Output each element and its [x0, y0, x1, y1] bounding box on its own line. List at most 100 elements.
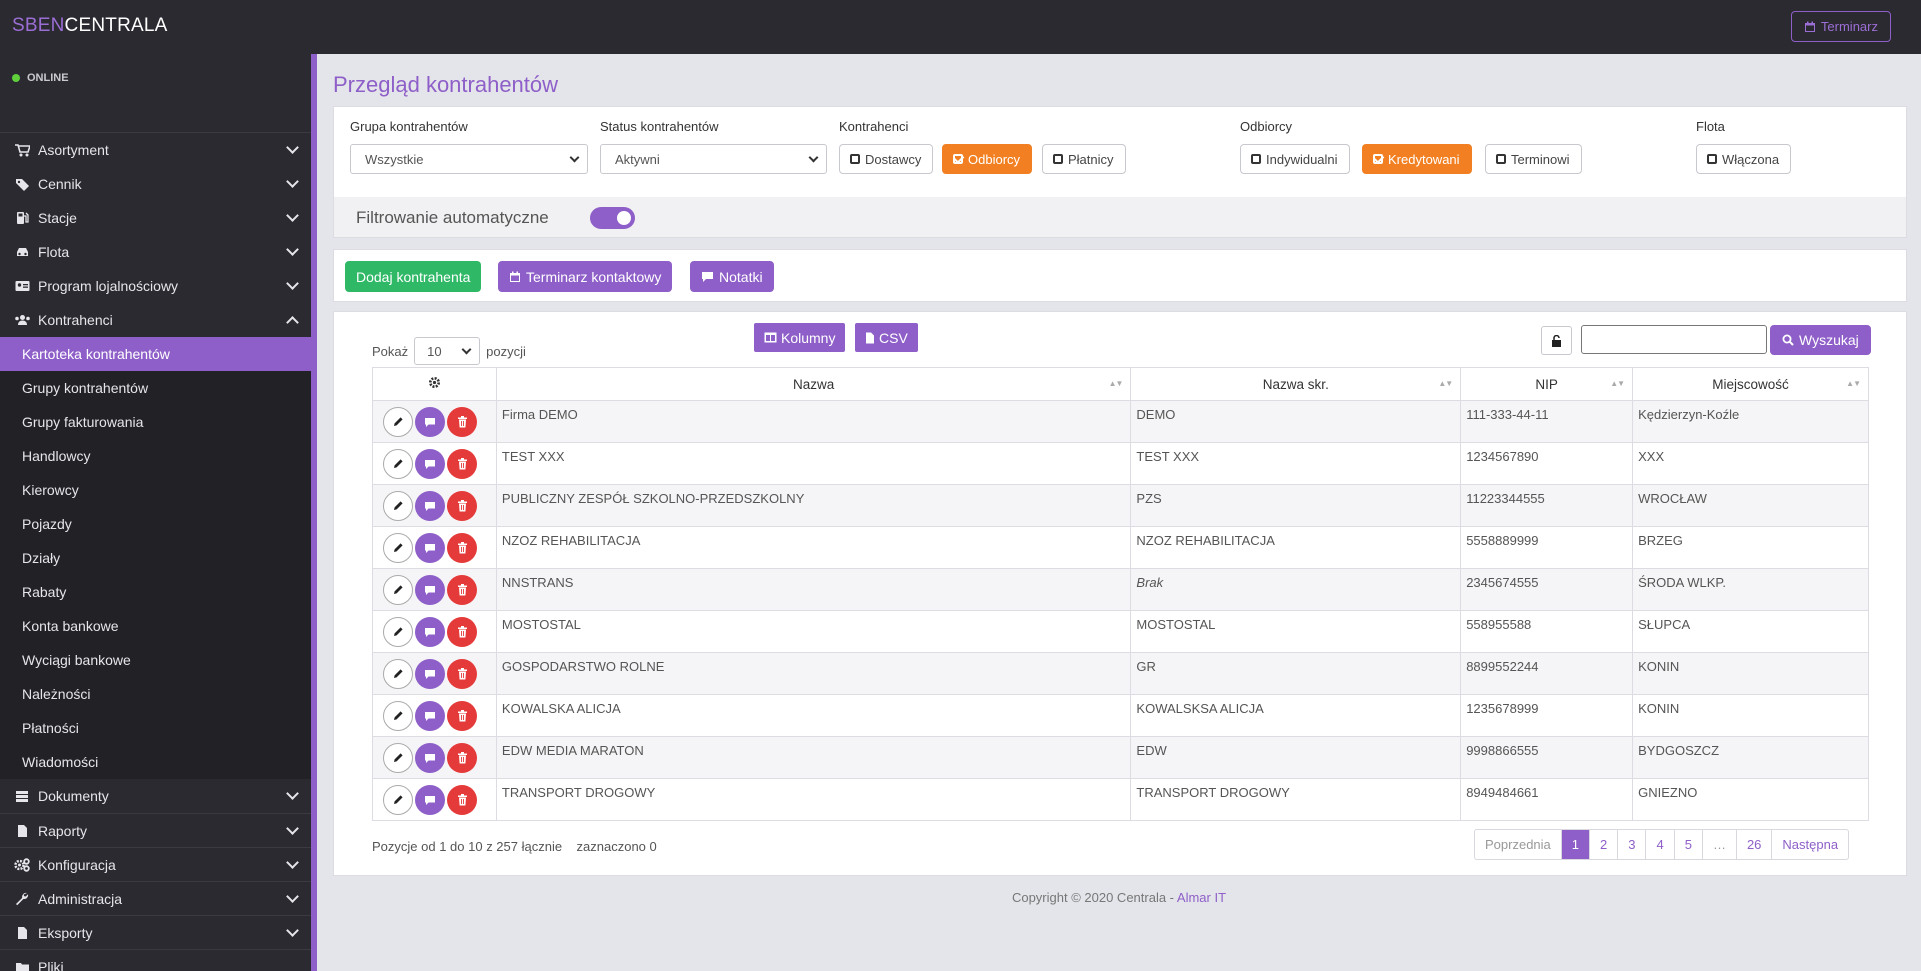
chip-kredytowani[interactable]: Kredytowani [1362, 144, 1472, 174]
sidebar-subitem-platnosci[interactable]: Płatności [22, 720, 79, 736]
message-button[interactable] [415, 701, 445, 731]
sidebar-item-program-lojalnosciowy[interactable]: Program lojalnościowy [0, 269, 311, 303]
chip-indywidualni[interactable]: Indywidualni [1240, 144, 1350, 174]
edit-button[interactable] [383, 449, 413, 479]
cell-nazwa: EDW MEDIA MARATON [495, 736, 1132, 779]
delete-button[interactable] [447, 701, 477, 731]
kontrahenci-label: Kontrahenci [839, 119, 909, 134]
sidebar-item-flota[interactable]: Flota [0, 235, 311, 269]
footer-link[interactable]: Almar IT [1176, 890, 1227, 905]
grupa-select[interactable]: Wszystkie [350, 144, 588, 174]
message-button[interactable] [415, 659, 445, 689]
delete-button[interactable] [447, 785, 477, 815]
contact-calendar-button[interactable]: Terminarz kontaktowy [498, 261, 673, 292]
pagination-previous[interactable]: Poprzednia [1475, 830, 1562, 859]
message-button[interactable] [415, 785, 445, 815]
odbiorcy-label: Odbiorcy [1240, 119, 1293, 134]
comment-icon [425, 669, 435, 679]
chip-wlaczona[interactable]: Włączona [1696, 144, 1792, 174]
header-nazwa[interactable]: Nazwa ▲▼ [495, 367, 1132, 401]
edit-button[interactable] [383, 617, 413, 647]
chip-terminowi[interactable]: Terminowi [1485, 144, 1582, 174]
message-button[interactable] [415, 449, 445, 479]
status-select[interactable]: Aktywni [600, 144, 827, 174]
sidebar-item-administracja[interactable]: Administracja [0, 881, 311, 915]
checkbox-icon [1707, 154, 1717, 164]
sidebar-subitem-grupy-kontrahentow[interactable]: Grupy kontrahentów [22, 380, 149, 396]
pagination-page-2[interactable]: 2 [1590, 830, 1619, 859]
pagination-page-1[interactable]: 1 [1561, 830, 1591, 859]
auto-filter-label: Filtrowanie automatyczne [356, 208, 549, 227]
sidebar-subitem-kierowcy[interactable]: Kierowcy [22, 482, 79, 498]
edit-button[interactable] [383, 701, 413, 731]
edit-button[interactable] [383, 491, 413, 521]
delete-button[interactable] [447, 407, 477, 437]
sidebar-item-label: Cennik [38, 176, 82, 192]
search-button[interactable]: Wyszukaj [1770, 325, 1871, 355]
sidebar-subitem-wyciagi-bankowe[interactable]: Wyciągi bankowe [22, 652, 131, 668]
sidebar-item-pliki[interactable]: Pliki [0, 949, 311, 971]
notes-button[interactable]: Notatki [690, 261, 774, 292]
sidebar-item-kontrahenci[interactable]: Kontrahenci [0, 303, 311, 337]
sidebar-item-konfiguracja[interactable]: Konfiguracja [0, 847, 311, 881]
page-size-select[interactable]: 10 [414, 337, 481, 365]
pagination-next[interactable]: Następna [1782, 837, 1839, 852]
columns-button[interactable]: Kolumny [754, 323, 846, 352]
message-button[interactable] [415, 575, 445, 605]
app-logo[interactable]: SBENCENTRALA [12, 15, 168, 37]
edit-button[interactable] [383, 659, 413, 689]
pagination-page-3[interactable]: 3 [1618, 830, 1647, 859]
delete-button[interactable] [447, 491, 477, 521]
message-button[interactable] [415, 491, 445, 521]
header-miejscowosc[interactable]: Miejscowość ▲▼ [1632, 367, 1869, 401]
delete-button[interactable] [447, 617, 477, 647]
sidebar-item-dokumenty[interactable]: Dokumenty [0, 779, 311, 813]
pagination-page-26[interactable]: 26 [1737, 830, 1773, 859]
sidebar-item-asortyment[interactable]: Asortyment [0, 133, 311, 167]
actions-panel: Dodaj kontrahenta Terminarz kontaktowy N… [333, 249, 1907, 302]
edit-button[interactable] [383, 785, 413, 815]
sidebar-item-stacje[interactable]: Stacje [0, 201, 311, 235]
csv-button[interactable]: CSV [855, 323, 918, 352]
chip-platnicy[interactable]: Płatnicy [1042, 144, 1126, 174]
sidebar-item-cennik[interactable]: Cennik [0, 167, 311, 201]
delete-button[interactable] [447, 575, 477, 605]
delete-button[interactable] [447, 743, 477, 773]
sidebar-subitem-rabaty[interactable]: Rabaty [22, 584, 67, 600]
unlock-button[interactable] [1541, 326, 1572, 355]
sidebar-subitem-wiadomosci[interactable]: Wiadomości [22, 754, 99, 770]
terminarz-button[interactable]: Terminarz [1790, 11, 1891, 42]
message-button[interactable] [415, 407, 445, 437]
sidebar-subitem-pojazdy[interactable]: Pojazdy [22, 516, 72, 532]
sidebar-subitem-kartoteka-kontrahentow[interactable]: Kartoteka kontrahentów [0, 337, 311, 371]
pagination-page-4[interactable]: 4 [1646, 830, 1675, 859]
edit-button[interactable] [383, 575, 413, 605]
add-contractor-button[interactable]: Dodaj kontrahenta [345, 261, 482, 292]
message-button[interactable] [415, 533, 445, 563]
pagination-page-5[interactable]: 5 [1675, 830, 1703, 859]
header-nip[interactable]: NIP ▲▼ [1460, 367, 1634, 401]
chip-odbiorcy[interactable]: Odbiorcy [942, 144, 1033, 174]
sidebar-subitem-grupy-fakturowania[interactable]: Grupy fakturowania [22, 414, 144, 430]
auto-filter-toggle[interactable] [590, 207, 635, 229]
sidebar-subitem-naleznosci[interactable]: Należności [22, 686, 91, 702]
sidebar-item-raporty[interactable]: Raporty [0, 813, 311, 847]
delete-button[interactable] [447, 533, 477, 563]
sidebar-subitem-konta-bankowe[interactable]: Konta bankowe [22, 618, 119, 634]
settings-header[interactable] [372, 367, 497, 401]
sidebar-item-label: Dokumenty [38, 788, 109, 804]
filters-panel: Grupa kontrahentów Wszystkie Status kont… [333, 106, 1907, 238]
message-button[interactable] [415, 743, 445, 773]
sidebar-subitem-handlowcy[interactable]: Handlowcy [22, 448, 91, 464]
chip-dostawcy[interactable]: Dostawcy [839, 144, 934, 174]
sidebar-subitem-dzialy[interactable]: Działy [22, 550, 61, 566]
edit-button[interactable] [383, 533, 413, 563]
search-input[interactable] [1581, 325, 1767, 354]
sidebar-item-eksporty[interactable]: Eksporty [0, 915, 311, 949]
delete-button[interactable] [447, 449, 477, 479]
message-button[interactable] [415, 617, 445, 647]
edit-button[interactable] [383, 743, 413, 773]
delete-button[interactable] [447, 659, 477, 689]
edit-button[interactable] [383, 407, 413, 437]
header-nazwa-skr[interactable]: Nazwa skr. ▲▼ [1130, 367, 1462, 401]
